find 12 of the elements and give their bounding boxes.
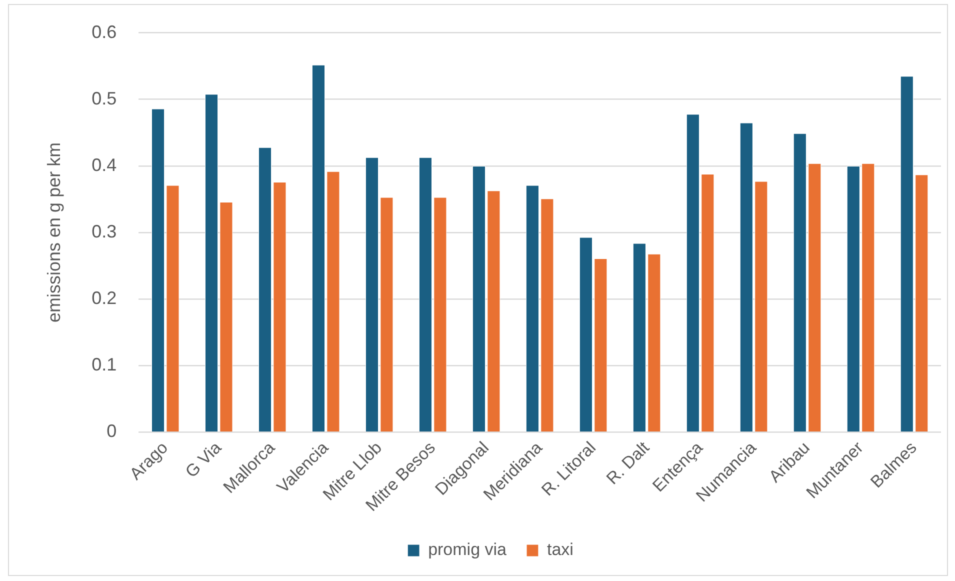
- y-tick-label: 0.6: [92, 22, 117, 42]
- y-tick-label: 0.4: [92, 154, 117, 175]
- y-tick-label: 0.5: [92, 88, 117, 108]
- y-tick-label: 0: [106, 421, 117, 442]
- y-tick-label: 0.2: [92, 288, 117, 308]
- y-tick-label: 0.1: [92, 354, 117, 375]
- y-tick-label: 0.3: [92, 221, 117, 242]
- x-tick-label: R. Dalt: [602, 438, 654, 488]
- legend-label: promig via: [428, 540, 508, 560]
- x-tick-label: G Via: [182, 438, 226, 482]
- y-axis-title: emissions en g per km: [44, 142, 64, 322]
- legend-label: taxi: [546, 540, 574, 560]
